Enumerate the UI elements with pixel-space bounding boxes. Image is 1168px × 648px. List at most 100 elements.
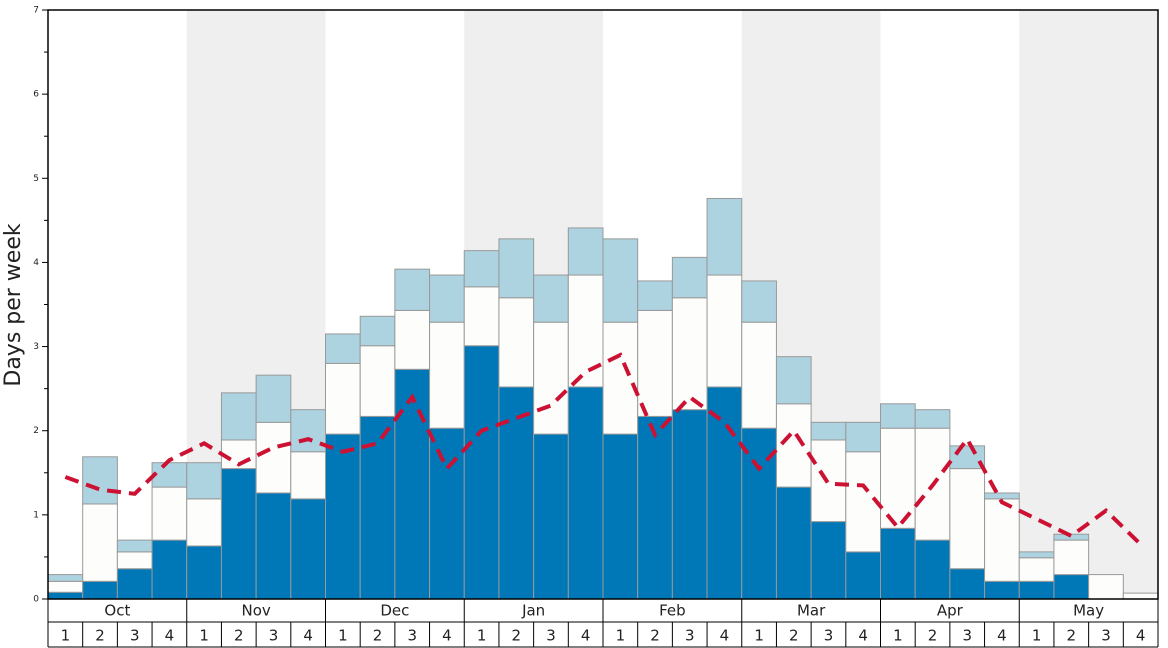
- bar-segment: [1122, 592, 1159, 600]
- bar-segment: [984, 580, 1020, 600]
- bar-segment: [914, 539, 951, 600]
- bar-segment: [255, 374, 292, 423]
- bar-segment: [82, 456, 118, 505]
- month-label: Oct: [104, 602, 130, 620]
- x-tick-label: 1: [1032, 627, 1042, 645]
- bar-segment: [637, 415, 673, 600]
- bar-segment: [290, 451, 326, 500]
- bar-segment: [220, 392, 257, 441]
- bar-segment: [82, 503, 118, 582]
- bar-segment: [151, 462, 188, 488]
- bar-segment: [463, 345, 500, 600]
- bar-segment: [463, 250, 500, 288]
- x-tick-label: 1: [754, 627, 764, 645]
- month-label: Jan: [521, 602, 545, 620]
- month-label: Apr: [937, 602, 964, 620]
- bar-segment: [914, 409, 951, 429]
- x-tick-label: 4: [1136, 627, 1146, 645]
- x-tick-label: 3: [130, 627, 140, 645]
- bar-segment: [290, 498, 326, 600]
- month-label: Dec: [380, 602, 409, 620]
- bar-segment: [463, 286, 500, 347]
- y-tick-label: 0: [33, 595, 39, 605]
- bar-segment: [116, 568, 153, 600]
- x-tick-label: 3: [1101, 627, 1111, 645]
- x-tick-label: 1: [893, 627, 903, 645]
- x-tick-label: 2: [928, 627, 938, 645]
- bar-segment: [429, 274, 465, 323]
- bar-segment: [255, 492, 292, 600]
- bar-segment: [429, 427, 465, 600]
- x-tick-label: 2: [95, 627, 105, 645]
- bar-segment: [359, 345, 396, 417]
- bar-segment: [359, 415, 396, 600]
- bar-segment: [1018, 580, 1055, 600]
- bar-segment: [741, 280, 777, 323]
- bar-segment: [394, 309, 431, 370]
- bar-segment: [533, 274, 569, 323]
- bar-segment: [359, 315, 396, 347]
- bar-segment: [810, 421, 847, 441]
- x-tick-label: 2: [1067, 627, 1077, 645]
- x-tick-label: 4: [720, 627, 730, 645]
- y-tick-label: 5: [33, 174, 39, 184]
- y-axis-label: Days per week: [1, 223, 26, 386]
- bar-segment: [47, 591, 84, 600]
- trend-line: [64, 352, 1143, 546]
- bar-segment: [845, 421, 881, 453]
- bar-segment: [602, 321, 639, 435]
- x-tick-label: 3: [962, 627, 972, 645]
- y-tick-label: 3: [33, 342, 39, 352]
- bar-segment: [567, 227, 604, 276]
- month-label: Nov: [241, 602, 270, 620]
- bar-segment: [533, 321, 569, 435]
- x-tick-label: 1: [338, 627, 348, 645]
- bar-segment: [151, 539, 188, 600]
- bar-segment: [325, 333, 361, 364]
- x-tick-label: 1: [616, 627, 626, 645]
- bar-segment: [984, 492, 1020, 500]
- bar-segment: [255, 421, 292, 494]
- x-tick-label: 3: [685, 627, 695, 645]
- bar-segment: [671, 256, 708, 299]
- y-tick-label: 7: [33, 6, 39, 16]
- bar-segment: [567, 386, 604, 600]
- bar-segment: [186, 545, 222, 600]
- bar-segment: [706, 274, 743, 388]
- bar-segment: [325, 433, 361, 600]
- bar-segment: [775, 486, 812, 600]
- bar-segment: [949, 468, 986, 570]
- bar-segment: [567, 274, 604, 388]
- bar-segment: [671, 409, 708, 600]
- bar-segment: [775, 356, 812, 405]
- bar-segment: [151, 486, 188, 541]
- bar-segment: [325, 362, 361, 435]
- x-tick-label: 1: [199, 627, 209, 645]
- bar-segment: [949, 568, 986, 600]
- bar-segment: [810, 521, 847, 600]
- x-tick-label: 3: [824, 627, 834, 645]
- bar-segment: [533, 433, 569, 600]
- bar-segment: [47, 580, 84, 593]
- bar-segment: [602, 238, 639, 323]
- bar-segment: [706, 197, 743, 276]
- x-tick-label: 4: [303, 627, 313, 645]
- bar-segment: [1018, 551, 1055, 559]
- y-tick-label: 2: [33, 426, 39, 436]
- y-tick-label: 1: [33, 510, 39, 520]
- bar-segment: [116, 539, 153, 553]
- bar-segment: [775, 403, 812, 488]
- x-tick-label: 4: [442, 627, 452, 645]
- bar-segment: [880, 403, 916, 429]
- x-tick-label: 2: [234, 627, 244, 645]
- bar-segment: [82, 580, 118, 600]
- x-tick-label: 4: [165, 627, 175, 645]
- y-tick-label: 6: [33, 90, 39, 100]
- bar-segment: [637, 280, 673, 311]
- bar-segment: [47, 574, 84, 582]
- bar-segment: [880, 527, 916, 600]
- x-tick-label: 4: [581, 627, 591, 645]
- month-label: Mar: [797, 602, 826, 620]
- x-tick-label: 1: [477, 627, 487, 645]
- x-tick-label: 2: [512, 627, 522, 645]
